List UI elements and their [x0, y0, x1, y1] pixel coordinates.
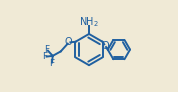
Text: F: F [43, 52, 48, 61]
Text: O: O [101, 41, 109, 51]
Text: O: O [65, 37, 73, 47]
Text: F: F [49, 59, 54, 68]
Text: F: F [44, 45, 49, 54]
Text: NH$_2$: NH$_2$ [79, 15, 99, 29]
